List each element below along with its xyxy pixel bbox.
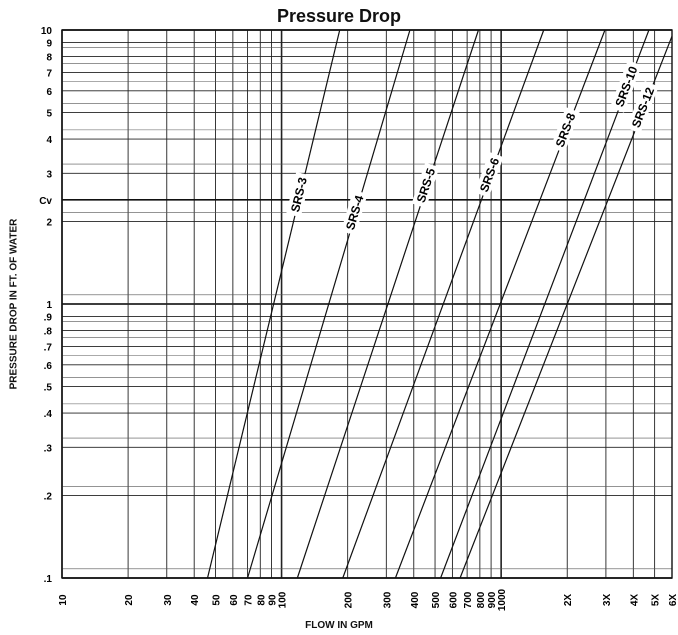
y-tick-label: 1: [46, 300, 52, 311]
x-tick-label: 500: [431, 591, 442, 608]
y-tick-label: 4: [46, 135, 52, 146]
x-tick-label: 3X: [602, 594, 613, 607]
x-tick-label: 80: [256, 594, 267, 606]
y-tick-label: .8: [44, 327, 53, 338]
x-tick-label: 400: [410, 591, 421, 608]
series-label-bg: [286, 171, 311, 218]
series-line: [342, 29, 545, 579]
series-label-bg: [411, 162, 440, 209]
y-tick-label: .3: [44, 443, 53, 454]
y-tick-label: .6: [44, 361, 53, 372]
series-line: [246, 29, 411, 579]
series-label-group: SRS-3: [286, 171, 311, 218]
series-label: SRS-10: [612, 64, 640, 109]
series-label-group: SRS-6: [474, 151, 504, 198]
x-tick-label: 20: [124, 594, 135, 606]
x-tick-label: 900: [487, 591, 498, 608]
series-line: [296, 29, 480, 579]
x-tick-label: 30: [163, 594, 174, 606]
y-tick-label: .2: [44, 492, 53, 503]
series-label-bg: [609, 60, 642, 113]
series-line: [440, 29, 650, 579]
plot-frame: [61, 29, 673, 579]
x-tick-label: 700: [463, 591, 474, 608]
series-label-bg: [340, 189, 368, 236]
y-tick-label: .5: [44, 382, 53, 393]
y-tick-label: .7: [44, 342, 53, 353]
x-tick-label: 5X: [651, 594, 662, 607]
series-label-bg: [474, 151, 504, 198]
y-tick-label: 10: [41, 26, 53, 37]
y-tick-label: .1: [44, 574, 53, 585]
y-tick-label: .4: [44, 409, 53, 420]
series-label: SRS-3: [288, 176, 310, 214]
x-tick-label: 90: [268, 594, 279, 606]
x-tick-label: 1000: [497, 588, 508, 611]
y-tick-label: 6: [46, 87, 52, 98]
x-axis-label: FLOW IN GPM: [305, 620, 373, 631]
chart-title: Pressure Drop: [276, 6, 402, 26]
x-tick-label: 300: [382, 591, 393, 608]
x-tick-label: 600: [448, 591, 459, 608]
x-tick-label: 10: [58, 594, 69, 606]
y-tick-label: 9: [46, 39, 52, 50]
series-line: [206, 29, 341, 579]
x-tick-label: 200: [344, 591, 355, 608]
cv-label: Cv: [39, 196, 52, 207]
x-tick-label: 100: [278, 591, 289, 608]
y-tick-label: 5: [46, 108, 52, 119]
series-label-bg: [626, 81, 659, 134]
y-tick-label: .9: [44, 313, 53, 324]
y-tick-label: 8: [46, 53, 52, 64]
y-tick-label: 3: [46, 169, 52, 180]
x-tick-label: 800: [476, 591, 487, 608]
x-tick-label: 60: [229, 594, 240, 606]
x-tick-label: 40: [190, 594, 201, 606]
x-tick-label: 2X: [563, 594, 574, 607]
series-label: SRS-6: [477, 156, 502, 194]
x-tick-label: 70: [244, 594, 255, 606]
x-tick-label: 50: [211, 594, 222, 606]
x-tick-label: 6X: [668, 594, 678, 607]
y-tick-label: 7: [46, 68, 52, 79]
series-label-bg: [550, 107, 580, 153]
x-tick-label: 4X: [629, 594, 640, 607]
y-tick-label: 2: [46, 218, 52, 229]
